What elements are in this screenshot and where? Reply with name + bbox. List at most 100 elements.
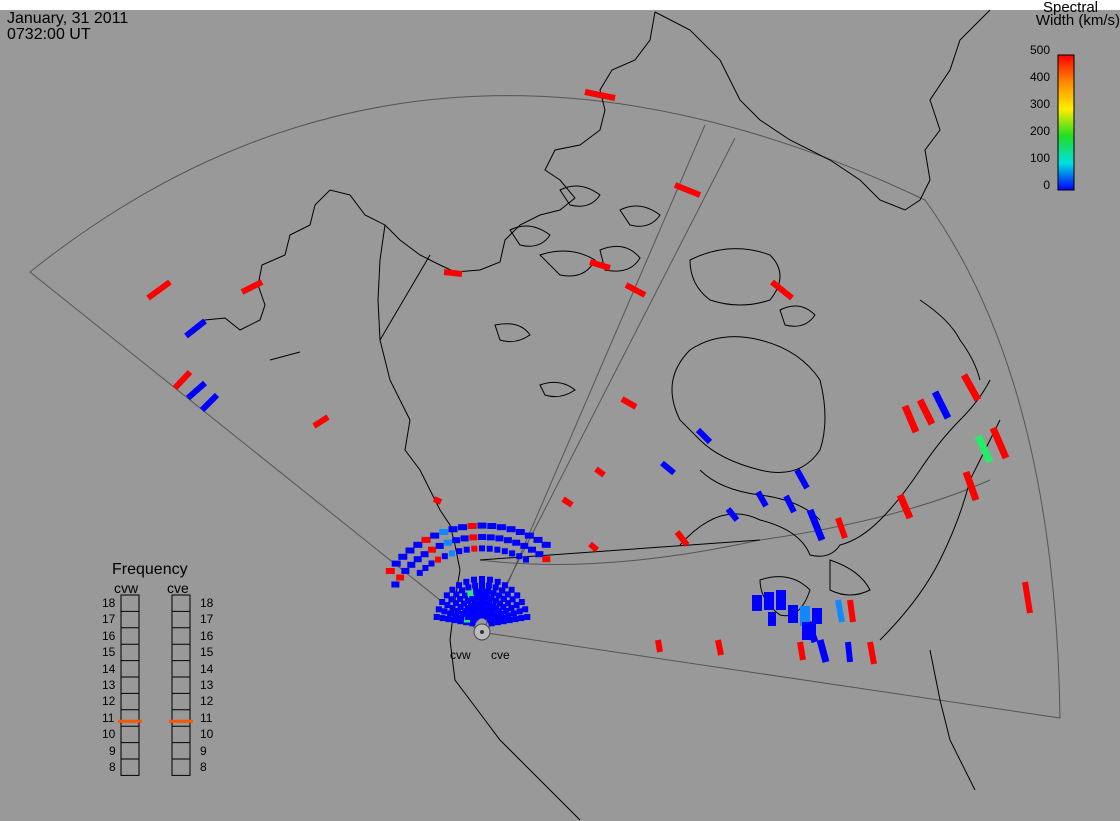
echo-cell — [504, 591, 511, 598]
echo-cell — [493, 597, 499, 604]
echo-cell — [421, 536, 431, 543]
echo-cell — [508, 605, 515, 611]
echo-cell — [461, 600, 467, 607]
echo-cell — [752, 595, 762, 611]
frequency-box-cve — [171, 594, 191, 776]
echo-cell — [655, 639, 663, 653]
echo-cell — [788, 605, 798, 623]
echo-cell — [516, 553, 523, 560]
echo-cell — [896, 493, 914, 520]
echo-cell — [441, 608, 448, 615]
echo-cell — [456, 548, 463, 555]
echo-cell — [962, 470, 980, 502]
echo-cell — [506, 617, 513, 624]
echo-cell — [445, 616, 452, 623]
frequency-scale-label: 13 — [102, 678, 116, 692]
echo-cell — [695, 427, 713, 445]
echo-cell — [725, 507, 740, 522]
frequency-scale-label: 16 — [102, 628, 116, 643]
echo-cell — [479, 545, 485, 552]
echo-cell — [776, 590, 786, 610]
echo-cell — [916, 398, 936, 426]
echo-cell — [512, 539, 521, 546]
echo-cell — [816, 639, 830, 663]
echo-cell — [541, 541, 551, 548]
echo-cell — [499, 614, 506, 621]
echo-cell — [407, 561, 416, 568]
frequency-scale-label: 9 — [109, 743, 116, 758]
echo-cell — [497, 600, 503, 607]
echo-cell — [433, 614, 440, 620]
echo-cell — [931, 390, 952, 420]
site-label-cvw: cvw — [450, 648, 471, 662]
echo-cell — [492, 584, 499, 591]
echo-cell — [448, 526, 458, 533]
echo-cell — [482, 600, 489, 607]
echo-cell — [496, 592, 502, 599]
echo-cell — [458, 614, 465, 621]
frequency-boxes — [118, 594, 193, 776]
echo-cell — [474, 594, 481, 601]
frequency-radar-cve: cve — [167, 580, 189, 596]
echo-cell — [475, 600, 482, 607]
echo-cell — [514, 592, 521, 599]
echo-cell — [452, 537, 461, 544]
echo-cell — [484, 588, 491, 595]
frequency-scale-label: 16 — [200, 628, 214, 643]
frequency-box-cvw — [120, 594, 140, 776]
frequency-scale-label: 15 — [200, 645, 214, 660]
echo-cell — [453, 591, 460, 598]
echo-cell — [488, 595, 495, 602]
echo-cell — [488, 620, 495, 627]
echo-cell — [459, 587, 465, 594]
echo-cell — [463, 578, 470, 585]
echo-cell — [479, 588, 485, 594]
echo-cell — [471, 576, 477, 583]
echo-cell — [465, 584, 472, 591]
frequency-scale-label: 15 — [102, 645, 116, 660]
colorbar-tick-label: 0 — [1043, 178, 1050, 192]
echo-cell — [184, 318, 207, 339]
echo-cell — [794, 468, 810, 490]
echo-cell — [486, 601, 493, 608]
echo-cell — [518, 599, 525, 605]
site-label-cve: cve — [491, 648, 510, 662]
echo-cell — [459, 611, 466, 617]
echo-cell — [439, 599, 446, 605]
echo-cell — [500, 604, 507, 610]
echo-cell — [588, 541, 599, 553]
echo-cell — [512, 616, 519, 623]
echo-cell — [490, 602, 496, 609]
colorbar-title: Spectral — [1042, 0, 1098, 16]
echo-cell — [835, 599, 845, 623]
echo-cell — [448, 550, 455, 557]
colorbar-tick-label: 100 — [1029, 151, 1050, 165]
echo-cell — [391, 560, 401, 567]
echo-cell — [398, 553, 408, 560]
echo-cell — [469, 534, 478, 541]
frequency-radar-cvw: cvw — [114, 580, 139, 596]
echo-cell — [448, 596, 455, 603]
echo-cell — [456, 582, 462, 589]
echo-cell — [806, 508, 826, 542]
echo-cell — [499, 587, 505, 594]
echo-cell — [462, 592, 468, 599]
echo-cell — [435, 542, 444, 549]
frequency-scale-label: 12 — [200, 694, 214, 709]
echo-cell — [490, 590, 497, 597]
echo-cell — [467, 523, 477, 529]
echo-cell — [503, 537, 512, 544]
echo-cell — [594, 466, 606, 478]
echo-cell — [1022, 581, 1033, 614]
echo-cell — [495, 607, 502, 614]
echo-cell — [468, 602, 474, 609]
echo-cell — [457, 596, 464, 602]
echo-cell — [755, 490, 769, 508]
echo-cell — [502, 582, 508, 589]
frequency-scale-label: 10 — [200, 727, 214, 742]
echo-cell — [454, 608, 461, 614]
echo-cell — [624, 282, 647, 298]
echo-cell — [498, 611, 505, 617]
echo-cell — [783, 494, 797, 514]
